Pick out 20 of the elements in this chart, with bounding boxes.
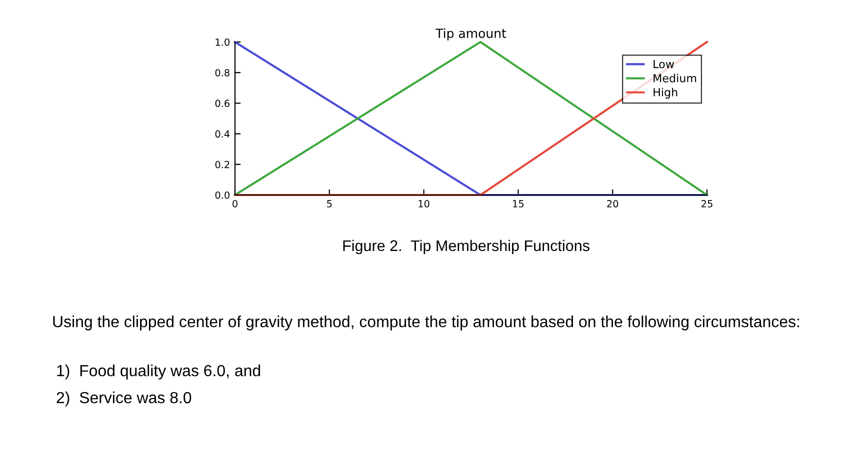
y-tick-label: 0.2 [215,160,230,168]
y-tick-label: 0.0 [215,191,230,199]
y-tick-label: 0.6 [215,100,230,108]
legend-label: Medium [654,74,696,82]
text: 2) Service was 8.0 [56,392,192,406]
x-tick-label: 5 [327,200,332,208]
x-tick-label: 20 [607,200,618,208]
y-tick-label: 1.0 [216,38,230,46]
text: Using the clipped center of gravity method, compute the tip amount based on the following circumstances: [53,316,799,330]
x-tick-label: 0 [232,200,238,208]
caption: Figure 2. Tip Membership Functions [343,240,590,254]
legend-label: Low [654,60,674,68]
chart-title: Tip amount [436,28,506,40]
x-tick-label: 10 [418,200,430,208]
y-tick-label: 0.8 [215,69,230,76]
y-tick-label: 0.4 [215,130,230,138]
x-tick-label: 25 [702,200,712,208]
text: 1) Food quality was 6.0, and [57,364,260,380]
legend-label: High [654,88,678,99]
x-tick-label: 15 [513,200,524,208]
